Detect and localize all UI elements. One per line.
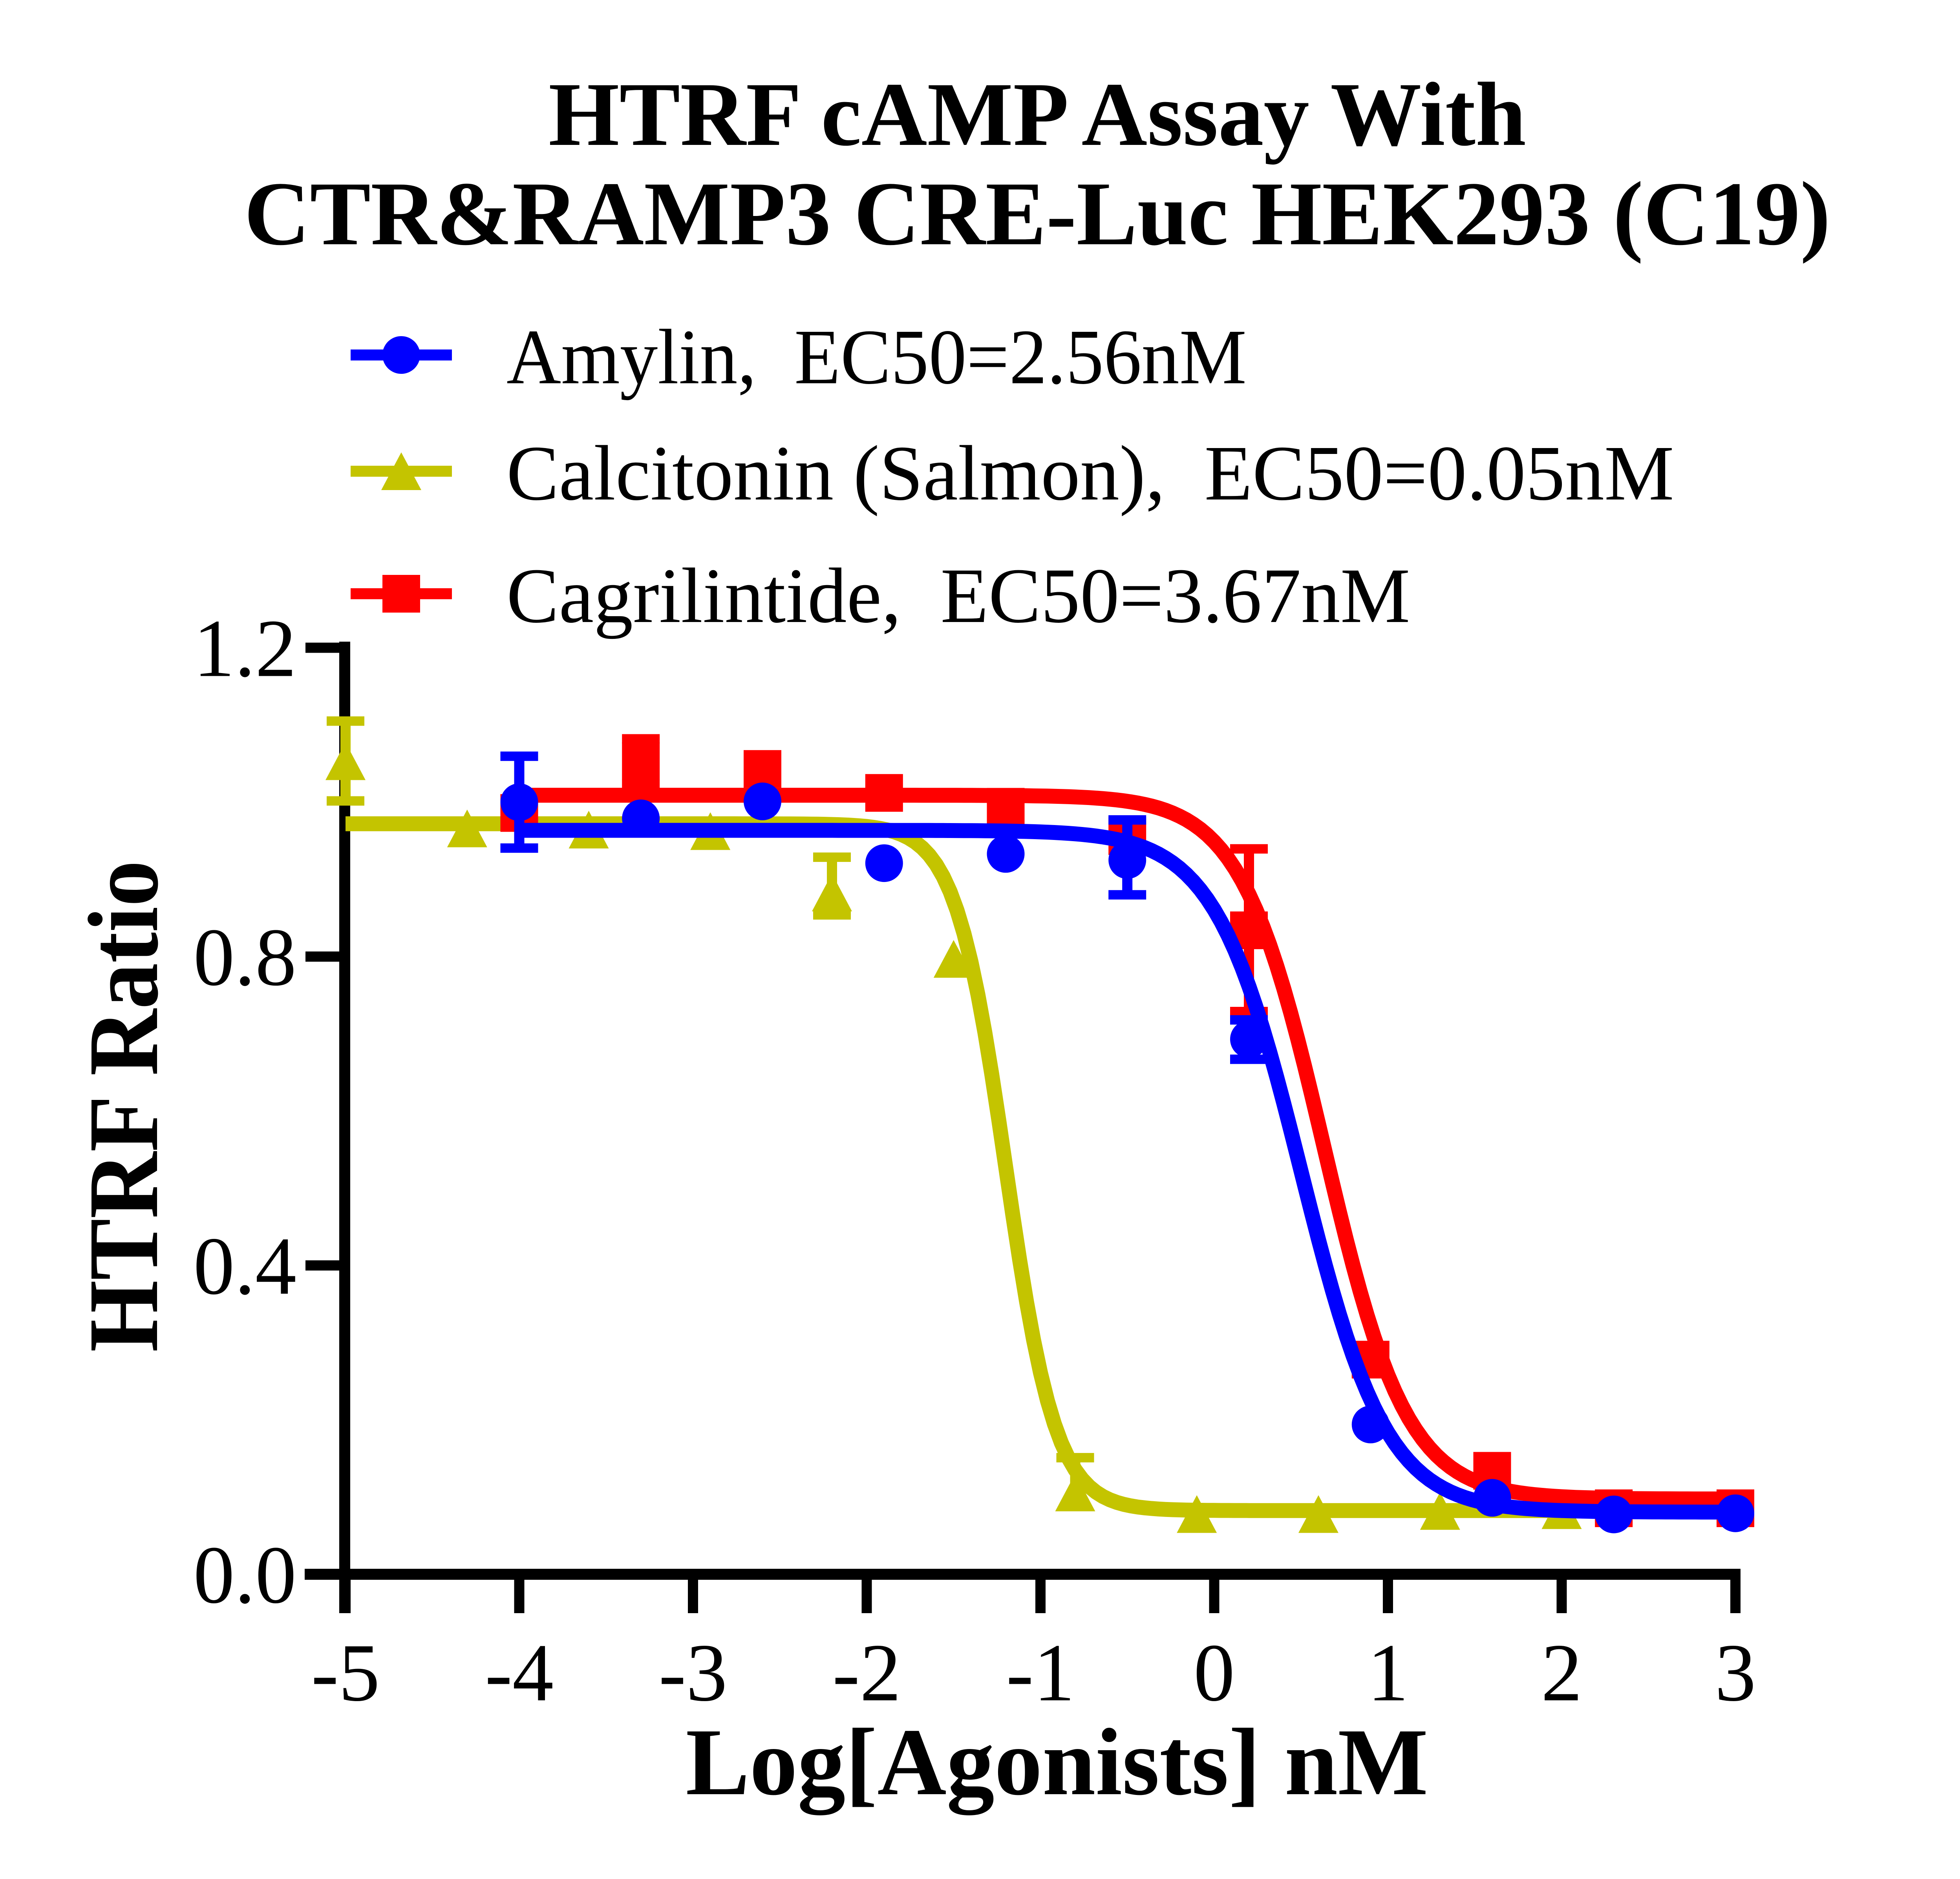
svg-text:CTR&RAMP3 CRE-Luc HEK293 (C19): CTR&RAMP3 CRE-Luc HEK293 (C19) bbox=[244, 163, 1830, 264]
svg-text:HTRF cAMP Assay With: HTRF cAMP Assay With bbox=[549, 64, 1526, 165]
svg-text:0: 0 bbox=[1194, 1627, 1235, 1718]
svg-text:Amylin, EC50=2.56nM: Amylin, EC50=2.56nM bbox=[506, 314, 1247, 401]
svg-text:Cagrilintide, EC50=3.67nM: Cagrilintide, EC50=3.67nM bbox=[506, 553, 1410, 639]
svg-text:0.8: 0.8 bbox=[194, 912, 297, 1003]
svg-text:-2: -2 bbox=[832, 1627, 901, 1718]
svg-text:2: 2 bbox=[1541, 1627, 1582, 1718]
svg-text:3: 3 bbox=[1715, 1627, 1756, 1718]
svg-text:-5: -5 bbox=[311, 1627, 380, 1718]
svg-text:1.2: 1.2 bbox=[194, 603, 297, 694]
svg-text:-4: -4 bbox=[485, 1627, 554, 1718]
svg-text:0.4: 0.4 bbox=[194, 1221, 297, 1312]
svg-text:Log[Agonists] nM: Log[Agonists] nM bbox=[686, 1709, 1428, 1815]
svg-text:-3: -3 bbox=[659, 1627, 728, 1718]
svg-text:1: 1 bbox=[1368, 1627, 1409, 1718]
svg-text:-1: -1 bbox=[1006, 1627, 1075, 1718]
svg-text:0.0: 0.0 bbox=[194, 1530, 297, 1621]
svg-text:Calcitonin (Salmon), EC50=0.0: Calcitonin (Salmon), EC50=0.05nM bbox=[506, 430, 1674, 517]
svg-text:HTRF Ratio: HTRF Ratio bbox=[68, 860, 179, 1352]
